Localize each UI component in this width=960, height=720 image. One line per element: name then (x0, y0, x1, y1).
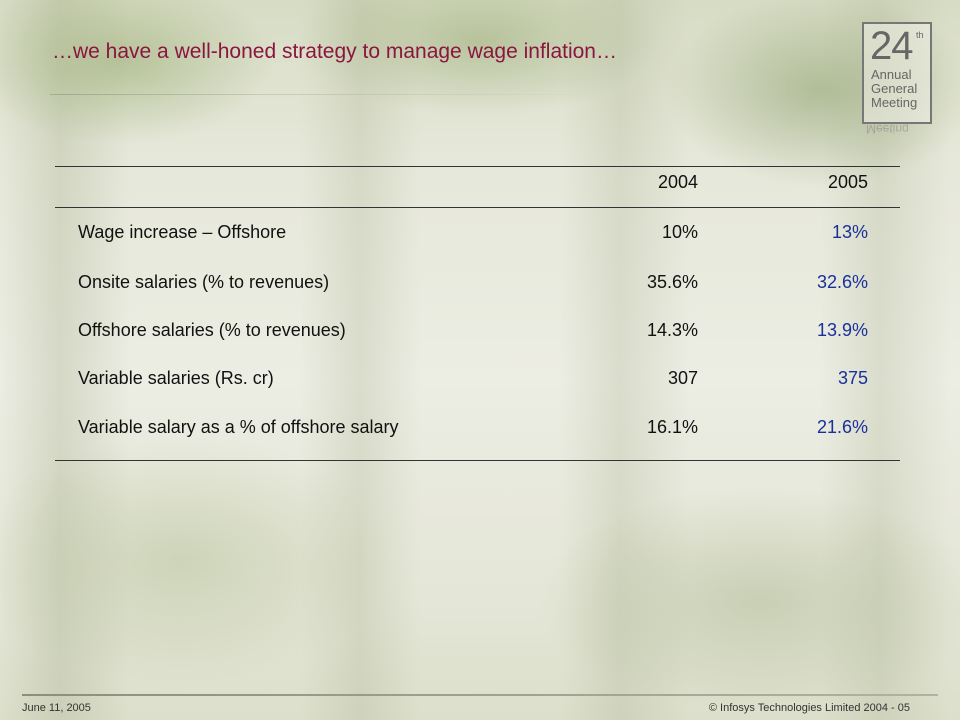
column-header-2005: 2005 (827, 172, 868, 192)
logo-line-general: General (871, 81, 918, 96)
column-header-2004: 2004 (657, 172, 698, 192)
row-value-2005: 375 (837, 368, 868, 388)
row-value-2005: 13% (831, 222, 868, 242)
footer-divider (22, 694, 938, 696)
row-label: Onsite salaries (% to revenues) (78, 272, 330, 292)
row-value-2004: 307 (667, 368, 698, 388)
footer-date: June 11, 2005 (22, 702, 91, 714)
title-divider (50, 94, 610, 95)
table-top-rule (55, 166, 900, 167)
table-bottom-rule (55, 460, 900, 461)
logo-line-annual: Annual (871, 67, 912, 82)
row-label: Variable salaries (Rs. cr) (78, 368, 274, 388)
row-value-2005: 13.9% (816, 320, 868, 340)
footer-copyright: © Infosys Technologies Limited 2004 - 05 (708, 702, 910, 714)
logo-reflection: Meeting (866, 124, 909, 136)
row-label: Offshore salaries (% to revenues) (78, 320, 346, 340)
row-label: Variable salary as a % of offshore salar… (78, 417, 399, 437)
logo-line-meeting: Meeting (871, 95, 918, 110)
row-value-2004: 35.6% (646, 272, 698, 292)
row-label: Wage increase – Offshore (78, 222, 287, 242)
table-header-rule (55, 207, 900, 208)
logo-superscript: th (916, 30, 924, 40)
agm-logo: 24 th Annual General Meeting (862, 22, 932, 124)
row-value-2004: 14.3% (646, 320, 698, 340)
row-value-2005: 32.6% (816, 272, 868, 292)
row-value-2005: 21.6% (816, 417, 868, 437)
logo-number: 24 (870, 24, 913, 68)
slide-title: …we have a well-honed strategy to manage… (52, 40, 617, 63)
row-value-2004: 16.1% (646, 417, 698, 437)
row-value-2004: 10% (661, 222, 698, 242)
